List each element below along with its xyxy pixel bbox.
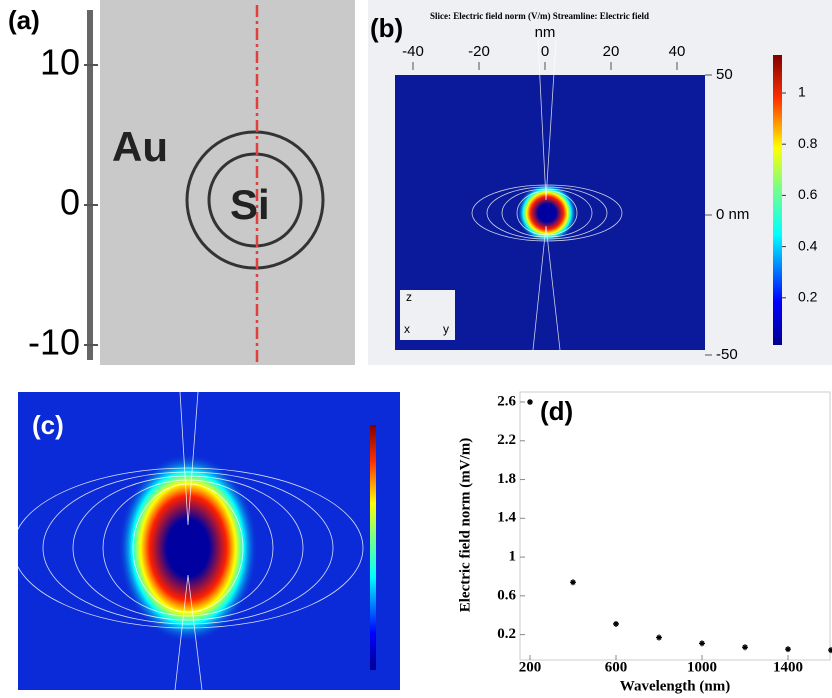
panel-label: (d) xyxy=(540,396,573,426)
y-tick-label: -10 xyxy=(28,322,80,363)
y-tick-label: 10 xyxy=(40,42,80,83)
colorbar xyxy=(370,425,376,670)
region-label: Si xyxy=(230,181,270,228)
panel-c: (c) xyxy=(13,392,400,690)
y-tick-label: 0.6 xyxy=(497,587,516,603)
colorbar-tick-label: 0.6 xyxy=(798,186,818,202)
background xyxy=(100,0,355,365)
y-tick-label: 1.8 xyxy=(497,471,516,487)
x-tick-label: -20 xyxy=(468,43,490,60)
x-tick-label: 1000 xyxy=(687,659,717,675)
axis-label: nm xyxy=(535,24,556,41)
colorbar-tick-label: 0.8 xyxy=(798,135,818,151)
x-tick-label: 20 xyxy=(603,43,620,60)
z-tick-label: 50 xyxy=(716,66,733,83)
x-tick-label: 600 xyxy=(605,659,628,675)
panel-a: (a) Au Si 10 0 -10 xyxy=(8,0,355,365)
z-tick-label: 0 nm xyxy=(716,206,749,223)
x-tick-label: 1400 xyxy=(773,659,803,675)
colorbar-tick-label: 0.2 xyxy=(798,289,818,305)
x-axis-label: Wavelength (nm) xyxy=(620,678,730,694)
z-tick-label: -50 xyxy=(716,346,738,363)
panel-label: (b) xyxy=(370,13,403,43)
x-tick-label: 40 xyxy=(669,43,686,60)
triad-label: y xyxy=(443,322,449,336)
colorbar-tick-label: 1 xyxy=(798,84,806,100)
plot-title: Slice: Electric field norm (V/m) Streaml… xyxy=(430,11,649,21)
y-tick-label: 0 xyxy=(60,182,80,223)
panel-b: (b) Slice: Electric field norm (V/m) Str… xyxy=(368,0,832,365)
y-axis-label: Electric field norm (mV/m) xyxy=(457,438,473,613)
triad-label: z xyxy=(406,290,412,304)
figure: (a) Au Si 100-10 (b) Slice: Electric fie… xyxy=(0,0,832,698)
panel-label: (c) xyxy=(32,410,64,440)
x-tick-label: -40 xyxy=(402,43,424,60)
plot-area xyxy=(520,392,830,660)
colorbar-tick-label: 0.4 xyxy=(798,237,818,253)
hotspot xyxy=(118,453,258,643)
y-tick-label: 1 xyxy=(509,549,517,565)
region-label: Au xyxy=(112,123,168,170)
y-tick-label: 2.2 xyxy=(497,432,516,448)
triad-label: x xyxy=(404,322,410,336)
y-tick-label: 2.6 xyxy=(497,393,516,409)
colorbar xyxy=(773,55,782,345)
x-tick-label: 200 xyxy=(519,659,542,675)
y-tick-label: 1.4 xyxy=(497,510,516,526)
x-tick-label: 0 xyxy=(541,43,549,60)
panel-d: (d) Wavelength (nm) Electric field norm … xyxy=(457,392,832,694)
y-tick-label: 0.2 xyxy=(497,626,516,642)
panel-label: (a) xyxy=(8,5,40,35)
